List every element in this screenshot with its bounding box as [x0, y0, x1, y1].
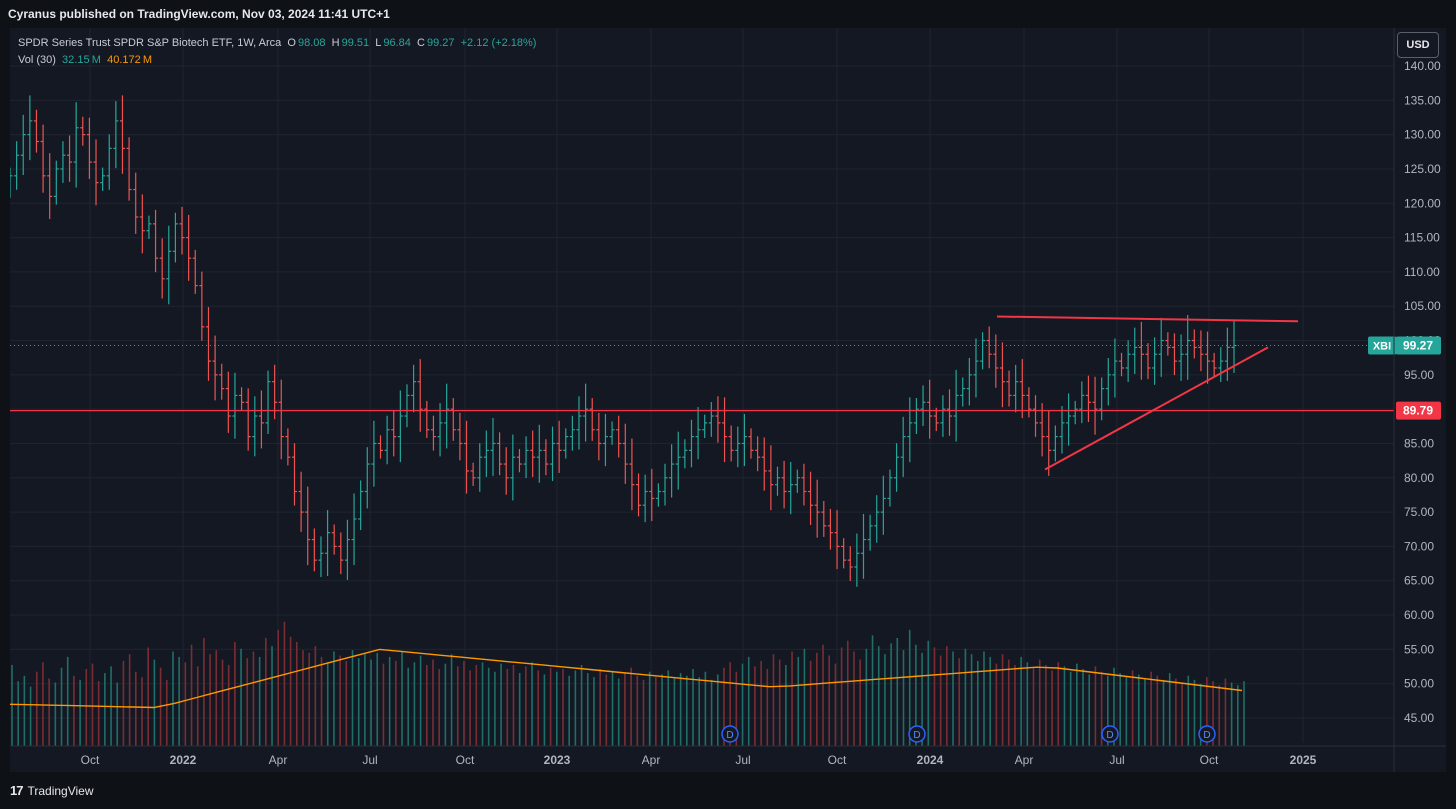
- close-label: C: [417, 37, 425, 49]
- y-tick-label: 135.00: [1404, 93, 1441, 107]
- y-tick-label: 50.00: [1404, 677, 1434, 691]
- y-tick-label: 95.00: [1404, 368, 1434, 382]
- volume-ma-line: [10, 648, 1243, 709]
- currency-button[interactable]: USD: [1397, 32, 1439, 58]
- y-tick-label: 85.00: [1404, 436, 1434, 450]
- symbol-title[interactable]: SPDR Series Trust SPDR S&P Biotech ETF, …: [18, 37, 282, 49]
- high-label: H: [331, 37, 340, 49]
- y-tick-label: 75.00: [1404, 505, 1434, 519]
- y-tick-label: 45.00: [1404, 711, 1434, 725]
- rising-support-line: [1044, 346, 1269, 471]
- tradingview-logo-icon: 17: [10, 783, 24, 798]
- x-tick-label: 2023: [544, 753, 571, 767]
- brand-name: TradingView: [27, 783, 94, 798]
- y-tick-label: 70.00: [1404, 539, 1434, 553]
- volume-row: Vol (30) 32.15 M 40.172 M: [18, 52, 536, 69]
- last-price-tag-text: 99.27: [1403, 339, 1433, 353]
- y-tick-label: 105.00: [1404, 299, 1441, 313]
- open-value: 98.08: [297, 37, 326, 49]
- y-tick-label: 130.00: [1404, 128, 1441, 142]
- dividend-marker-label: D: [1203, 730, 1210, 741]
- dividend-marker-icon: [1101, 725, 1119, 743]
- x-tick-label: Apr: [269, 753, 288, 767]
- dividend-marker-icon: [1198, 725, 1216, 743]
- low-label: L: [375, 37, 382, 49]
- dividend-marker-icon: [721, 725, 739, 743]
- y-tick-label: 125.00: [1404, 162, 1441, 176]
- chart-legend: SPDR Series Trust SPDR S&P Biotech ETF, …: [18, 35, 536, 69]
- y-tick-label: 80.00: [1404, 471, 1434, 485]
- y-tick-label: 140.00: [1404, 59, 1441, 73]
- close-value: 99.27: [426, 37, 455, 49]
- volume-ma-value: 40.172 M: [107, 54, 153, 66]
- open-label: O: [287, 37, 296, 49]
- x-tick-label: Apr: [642, 753, 661, 767]
- x-tick-label: 2025: [1290, 753, 1317, 767]
- x-tick-label: Oct: [81, 753, 100, 767]
- dividend-marker-label: D: [913, 730, 920, 741]
- symbol-row: SPDR Series Trust SPDR S&P Biotech ETF, …: [18, 35, 536, 52]
- x-tick-label: Jul: [362, 753, 377, 767]
- x-tick-label: 2024: [917, 753, 944, 767]
- volume-label[interactable]: Vol (30): [18, 54, 56, 66]
- price-chart[interactable]: D D D D 45.00 50.00 55.00 60.00 65.00 70.00 75.00 8…: [10, 28, 1446, 772]
- support-price-tag-text: 89.79: [1403, 404, 1433, 418]
- tradingview-logo[interactable]: 17 TradingView: [10, 783, 94, 798]
- symbol-tag: [1368, 336, 1397, 355]
- symbol-tag-text: XBI: [1373, 341, 1391, 353]
- y-tick-label: 55.00: [1404, 642, 1434, 656]
- footer: 17 TradingView: [0, 772, 1456, 809]
- high-value: 99.51: [341, 37, 370, 49]
- x-tick-label: Oct: [1200, 753, 1219, 767]
- support-price-tag: [1396, 401, 1441, 420]
- x-tick-label: Oct: [828, 753, 847, 767]
- change-value: +2.12 (+2.18%): [460, 37, 537, 49]
- y-tick-label: 110.00: [1404, 265, 1440, 279]
- last-price-tag: [1396, 336, 1441, 355]
- dividend-marker-label: D: [726, 730, 733, 741]
- y-tick-label: 120.00: [1404, 196, 1441, 210]
- y-tick-label: 65.00: [1404, 574, 1434, 588]
- publish-header: Cyranus published on TradingView.com, No…: [0, 0, 1456, 28]
- x-tick-label: 2022: [170, 753, 197, 767]
- chart-panel[interactable]: D D D D 45.00 50.00 55.00 60.00 65.00 70.00 75.00 8…: [10, 28, 1446, 772]
- publish-text: Cyranus published on TradingView.com, No…: [8, 7, 390, 21]
- volume-value: 32.15 M: [62, 54, 101, 66]
- dividend-marker-icon: [908, 725, 926, 743]
- y-tick-label: 115.00: [1404, 231, 1440, 245]
- x-tick-label: Apr: [1015, 753, 1034, 767]
- x-tick-label: Jul: [735, 753, 750, 767]
- x-tick-label: Oct: [456, 753, 475, 767]
- dividend-marker-label: D: [1106, 730, 1113, 741]
- y-tick-label: 60.00: [1404, 608, 1434, 622]
- resistance-line: [996, 315, 1299, 323]
- low-value: 96.84: [383, 37, 411, 49]
- x-tick-label: Jul: [1109, 753, 1124, 767]
